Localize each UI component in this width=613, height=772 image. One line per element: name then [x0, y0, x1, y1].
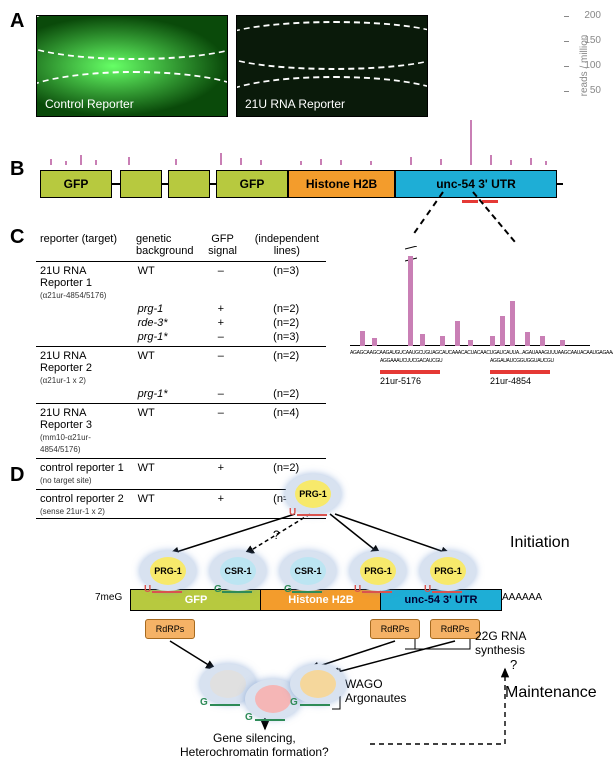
- micrograph-21u: 21U RNA Reporter: [236, 15, 428, 117]
- zoom-target-bar: [490, 370, 550, 374]
- argonaute-prg-1: PRG-1U: [285, 474, 341, 514]
- initiation-label: Initiation: [510, 534, 570, 552]
- read-bar: [80, 155, 82, 165]
- read-bar: [545, 161, 547, 165]
- read-bar: [260, 160, 262, 165]
- argonaute-prg-1: PRG-1U: [420, 551, 476, 591]
- exon-histone-h2b: Histone H2B: [288, 170, 395, 198]
- argonaute-prg-1: PRG-1U: [140, 551, 196, 591]
- argonaute-csr-1: CSR-1G: [280, 551, 336, 591]
- read-bar: [530, 158, 532, 165]
- micrograph-control: Control Reporter: [36, 15, 228, 117]
- zoom-read-bar: [525, 332, 530, 346]
- panel-a: A Control Reporter 21U RNA Reporter 2001…: [10, 10, 603, 120]
- target-site-mark: [462, 200, 478, 203]
- maintenance-label: Maintenance: [505, 684, 597, 702]
- read-bar: [440, 159, 442, 165]
- exon-gfp: GFP: [216, 170, 288, 198]
- table-header: GFP signal: [197, 231, 247, 259]
- zoom-seq-21ur-4854: AGGAUAUCGGUGGUAUCGU: [490, 358, 554, 364]
- rdrp-2: RdRPs: [370, 619, 420, 639]
- read-bar: [320, 159, 322, 165]
- reads-yaxis: 20015010050 reads / million: [551, 10, 601, 110]
- read-bar: [370, 161, 372, 165]
- read-bar: [220, 153, 222, 165]
- read-bar: [128, 157, 130, 165]
- table-row: rde-3*+(n=2): [36, 316, 326, 330]
- zoom-inset: AGAGCAAGCAAGAUGUCAAUGCUGUAGCAUCAAACACUAC…: [350, 236, 590, 366]
- panel-d-label: D: [10, 464, 24, 487]
- gene-track: GFPGFPHistone H2Bunc-54 3' UTR: [40, 148, 563, 193]
- zoom-read-bar: [360, 331, 365, 346]
- panel-b-label: B: [10, 158, 24, 181]
- zoom-read-bar: [540, 336, 545, 346]
- table-row: 21U RNA Reporter 3(mm10-α21ur-4854/5176)…: [36, 406, 326, 456]
- wago-label: WAGO Argonautes: [345, 677, 415, 705]
- wago-argonaute: G: [290, 664, 346, 704]
- synthesis-label: 22G RNA synthesis: [475, 629, 535, 657]
- read-bar: [50, 159, 52, 165]
- zoom-read-bar: [455, 321, 460, 346]
- read-bar: [300, 161, 302, 165]
- read-bar: [95, 160, 97, 165]
- read-bar: [510, 160, 512, 165]
- panel-c-label: C: [10, 226, 24, 249]
- read-bar: [410, 157, 412, 165]
- zoom-seq-top: AGAGCAAGCAAGAUGUCAAUGCUGUAGCAUCAAACACUAC…: [350, 350, 613, 356]
- panel-b: B GFPGFPHistone H2Bunc-54 3' UTR: [10, 128, 603, 218]
- target-site-mark: [482, 200, 498, 203]
- zoom-read-bar: [440, 336, 445, 346]
- read-bar: [65, 161, 67, 165]
- zoom-target-bar: [380, 370, 440, 374]
- panel-c: C reporter (target)genetic backgroundGFP…: [10, 226, 603, 456]
- svg-text:?: ?: [273, 528, 280, 542]
- zoom-read-bar: [560, 340, 565, 346]
- argonaute-csr-1: CSR-1G: [210, 551, 266, 591]
- table-row: prg-1+(n=2): [36, 302, 326, 316]
- panel-a-label: A: [10, 10, 24, 33]
- read-bar: [340, 160, 342, 165]
- table-row: 21U RNA Reporter 2(α21ur-1 x 2)WT–(n=2): [36, 349, 326, 387]
- micrograph-control-label: Control Reporter: [45, 97, 134, 111]
- zoom-read-bar: [372, 338, 377, 346]
- argonaute-prg-1: PRG-1U: [350, 551, 406, 591]
- panel-d: D ? ?: [10, 464, 603, 754]
- table-header: reporter (target): [36, 231, 132, 259]
- table-row: 21U RNA Reporter 1(α21ur-4854/5176)WT–(n…: [36, 264, 326, 302]
- svg-text:?: ?: [510, 657, 517, 672]
- yaxis-label: reads / million: [579, 35, 590, 97]
- exon-intron: [120, 170, 162, 198]
- zoom-read-bar: [408, 256, 413, 346]
- zoom-read-bar: [510, 301, 515, 346]
- read-bar: [470, 120, 472, 165]
- cap-label: 7meG: [95, 592, 122, 603]
- rdrp-1: RdRPs: [145, 619, 195, 639]
- read-bar: [490, 155, 492, 165]
- zoom-seq-21ur-5176: AGGAAAUCUUCGACAUCGU: [380, 358, 442, 364]
- zoom-target-label: 21ur-4854: [490, 376, 531, 386]
- table-row: prg-1*–(n=3): [36, 330, 326, 344]
- zoom-target-label: 21ur-5176: [380, 376, 421, 386]
- zoom-read-bar: [490, 336, 495, 346]
- zoom-read-bar: [468, 340, 473, 346]
- model-diagram: ? ? 7meG GFP Histone H2B unc-54 3' UTR A…: [50, 469, 590, 749]
- read-bar: [240, 158, 242, 165]
- exon-gfp: GFP: [40, 170, 112, 198]
- table-header: (independent lines): [248, 231, 326, 259]
- table-header: genetic background: [132, 231, 197, 259]
- zoom-read-bar: [500, 316, 505, 346]
- tail-label: AAAAAA: [502, 592, 542, 603]
- bottom-label: Gene silencing, Heterochromatin formatio…: [180, 731, 329, 759]
- exon-intron: [168, 170, 210, 198]
- read-bar: [175, 159, 177, 165]
- micrograph-21u-label: 21U RNA Reporter: [245, 97, 345, 111]
- zoom-read-bar: [420, 334, 425, 346]
- rdrp-3: RdRPs: [430, 619, 480, 639]
- table-row: prg-1*–(n=2): [36, 387, 326, 401]
